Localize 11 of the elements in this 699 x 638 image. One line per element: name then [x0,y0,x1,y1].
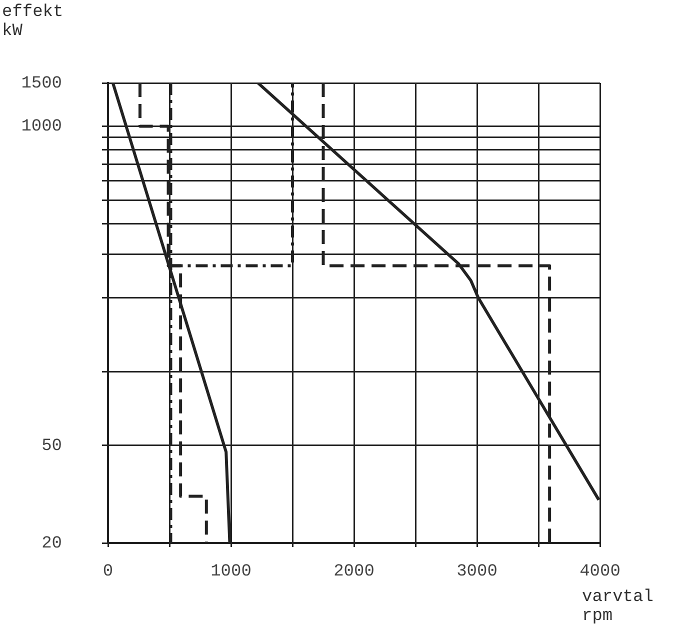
x-tick-label: 4000 [580,562,620,582]
x-tick-label: 1000 [210,562,252,582]
y-tick-label: 20 [42,534,62,554]
y-tick-label: 50 [42,436,62,456]
x-tick-label: 2000 [334,562,374,582]
y-axis-title: effekt kW [2,3,64,41]
x-tick-label: 0 [102,562,114,582]
x-tick-label: 3000 [456,562,498,582]
y-tick-label: 1500 [21,74,62,94]
x-axis-title: varvtal rpm [582,588,654,626]
y-tick-label: 1000 [21,118,62,137]
